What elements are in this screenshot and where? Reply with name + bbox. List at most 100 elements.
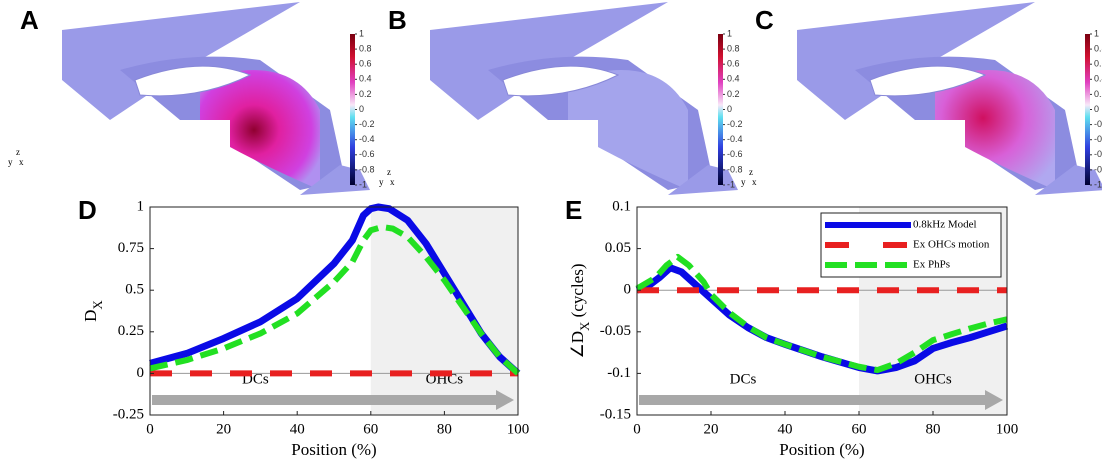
x-tick-label: 0 [146,421,154,437]
legend-label: 0.8kHz Model [913,219,977,231]
arrow-head [985,390,1003,410]
series-line [635,253,1008,374]
colorbar-tick-label: 1 [359,28,364,38]
y-tick-label: 0 [137,365,145,381]
colorbar-tick-label: 0.4 [727,74,740,84]
x-tick-label: 60 [852,421,867,437]
colorbar-tick-label: -1 [1094,179,1102,189]
colorbar-tick-label: -0.8 [1094,164,1102,174]
triad-label: x [19,157,24,167]
colorbar [718,34,723,185]
x-tick-label: 80 [437,421,452,437]
colorbar-tick-label: -0.2 [1094,119,1102,129]
triad-label: z [387,167,391,177]
x-axis-label: Position (%) [779,440,864,459]
y-axis-label: DX [81,300,106,322]
panel-label: A [20,5,39,35]
colorbar-tick-label: -1 [359,179,367,189]
triad-label: y [379,177,384,187]
colorbar-tick-label: 0.8 [727,43,740,53]
colorbar-tick-label: 0.6 [727,59,740,69]
y-axis-label-part: D [81,310,100,322]
colorbar-tick-label: 0 [359,104,364,114]
colorbar-tick-label: 0.8 [359,43,372,53]
y-tick-label: -0.05 [600,323,631,339]
colorbar-tick-label: 0.8 [1094,43,1102,53]
colorbar-tick-label: 0.4 [1094,74,1102,84]
triad-label: x [390,177,395,187]
colorbar-tick-label: -0.6 [1094,149,1102,159]
colorbar-tick-label: -0.8 [727,164,743,174]
x-tick-label: 20 [216,421,231,437]
panel-label: C [755,5,774,35]
colorbar [350,34,355,185]
colorbar-tick-label: 0.6 [1094,59,1102,69]
arrow-body [152,395,498,405]
triad-label: z [749,167,753,177]
triad-label: x [752,177,757,187]
x-tick-label: 40 [778,421,793,437]
shaded-region [370,207,518,415]
colorbar-tick-label: 0.4 [359,74,372,84]
colorbar-tick-label: -0.2 [359,119,375,129]
panel-label: D [78,195,97,225]
x-tick-label: 100 [507,421,530,437]
colorbar-tick-label: -0.8 [359,164,375,174]
arrow-body [639,395,987,405]
render-a [62,2,370,195]
triad-label: y [741,177,746,187]
colorbar-tick-label: -0.2 [727,119,743,129]
colorbar-tick-label: -0.4 [1094,134,1102,144]
y-tick-label: 0.1 [612,198,631,214]
triad-label: z [16,147,20,157]
y-tick-label: 0 [624,282,632,298]
axes-frame [636,206,1008,416]
panel-label: E [565,195,582,225]
x-tick-label: 60 [363,421,378,437]
colorbar-tick-label: 1 [1094,28,1099,38]
x-tick-label: 0 [633,421,641,437]
y-axis-label: ∠DX (cycles) [568,264,593,359]
y-tick-label: 0.5 [125,282,144,298]
render-b [430,2,738,195]
x-axis-label: Position (%) [291,440,376,459]
y-axis-label-part: (cycles) [568,264,587,322]
colorbar-tick-label: -0.6 [727,149,743,159]
colorbar-tick-label: -0.4 [359,134,375,144]
colorbar-tick-label: 1 [727,28,732,38]
colorbar-tick-label: 0.6 [359,59,372,69]
renders [62,2,1102,195]
axes-frame [149,206,519,416]
colorbar-tick-label: 0.2 [727,89,740,99]
colorbar-tick-label: 0 [1094,104,1099,114]
series-line [149,223,521,376]
render-c [797,2,1102,195]
y-tick-label: 1 [137,198,145,214]
x-tick-label: 40 [290,421,305,437]
y-tick-label: -0.25 [113,406,144,422]
region-label: DCs [730,371,757,387]
colorbar-tick-label: -1 [727,179,735,189]
x-tick-label: 100 [996,421,1019,437]
colorbar-tick-label: 0 [727,104,732,114]
x-tick-label: 80 [926,421,941,437]
x-tick-label: 20 [704,421,719,437]
triad-label: y [8,157,13,167]
arrow-head [496,390,514,410]
region-label: OHCs [914,371,952,387]
y-tick-label: 0.25 [118,323,144,339]
colorbar [1085,34,1090,185]
panel-label: B [388,5,407,35]
y-tick-label: 0.05 [605,240,631,256]
colorbar-tick-label: -0.4 [727,134,743,144]
legend-label: Ex PhPs [913,259,950,271]
y-tick-label: -0.15 [600,406,631,422]
y-axis-label-part: X [90,300,105,310]
colorbar-tick-label: 0.2 [359,89,372,99]
legend-label: Ex OHCs motion [913,239,990,251]
y-axis-label-part: ∠D [568,331,587,359]
colorbar-tick-label: 0.2 [1094,89,1102,99]
y-axis-label-part: X [577,321,592,331]
y-tick-label: -0.1 [607,365,631,381]
